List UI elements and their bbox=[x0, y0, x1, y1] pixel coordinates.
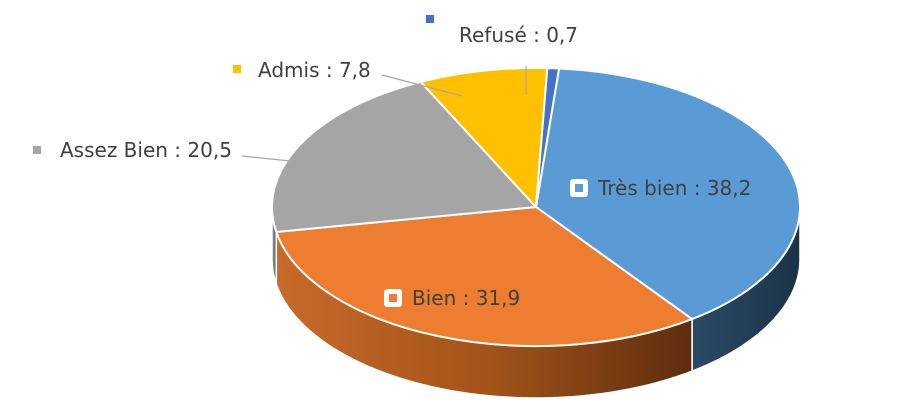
label-marker-refuse bbox=[426, 15, 434, 23]
pie-slice-refuse bbox=[535, 67, 561, 208]
leader-lines bbox=[241, 66, 527, 163]
data-labels: Très bien : 38,2 Bien : 31,9 Assez Bien : … bbox=[33, 15, 751, 310]
data-label-tres-bien: Très bien : 38,2 bbox=[597, 176, 751, 200]
label-marker-admis bbox=[233, 65, 241, 73]
data-label-refuse: Refusé : 0,7 bbox=[459, 23, 578, 47]
pie-slices bbox=[271, 67, 801, 347]
data-label-assez-bien: Assez Bien : 20,5 bbox=[60, 138, 232, 162]
leader-line-admis bbox=[381, 74, 463, 97]
label-marker-swatch-bien bbox=[389, 294, 397, 302]
pie-slice-tres-bien bbox=[535, 67, 801, 321]
pie-slice-bien bbox=[275, 206, 694, 347]
pie-slice-admis bbox=[419, 67, 549, 208]
label-marker-assez-bien bbox=[33, 146, 41, 154]
label-marker-swatch-tres-bien bbox=[575, 184, 583, 192]
data-label-admis: Admis : 7,8 bbox=[258, 58, 371, 82]
data-label-bien: Bien : 31,9 bbox=[412, 286, 520, 310]
leader-line-assez-bien bbox=[241, 155, 301, 163]
pie-slice-assez-bien bbox=[271, 80, 537, 233]
